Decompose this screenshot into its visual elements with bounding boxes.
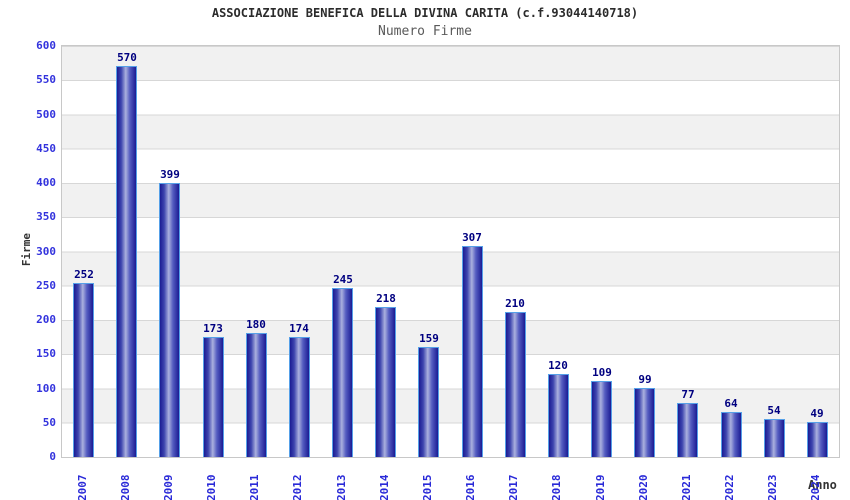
y-tick-label: 150 bbox=[36, 347, 56, 361]
x-tick-label: 2016 bbox=[464, 474, 477, 500]
bar-value-label: 64 bbox=[724, 397, 738, 410]
y-tick-label: 250 bbox=[36, 278, 56, 292]
bar bbox=[116, 66, 137, 457]
bar bbox=[634, 388, 655, 457]
x-tick-label: 2024 bbox=[809, 474, 822, 500]
bar bbox=[159, 183, 180, 457]
x-tick-label: 2013 bbox=[335, 474, 348, 500]
plot-area: 252 570 399 173 180 174 245 218 159 307 210 120 109 9… bbox=[61, 45, 840, 458]
bar-value-label: 307 bbox=[462, 231, 482, 244]
y-tick-label: 500 bbox=[36, 107, 56, 121]
bar-value-label: 173 bbox=[203, 322, 223, 335]
bar bbox=[462, 246, 483, 457]
bar-value-label: 245 bbox=[333, 273, 353, 286]
bar bbox=[807, 422, 828, 457]
x-tick-label: 2021 bbox=[680, 474, 693, 500]
bar bbox=[591, 381, 612, 457]
y-tick-label: 450 bbox=[36, 141, 56, 155]
bar-value-label: 210 bbox=[505, 297, 525, 310]
x-tick-label: 2019 bbox=[594, 474, 607, 500]
y-tick-label: 100 bbox=[36, 381, 56, 395]
bar-value-label: 159 bbox=[419, 332, 439, 345]
bar bbox=[375, 307, 396, 457]
x-axis-title: Anno bbox=[808, 478, 837, 492]
bar bbox=[203, 337, 224, 457]
bar bbox=[73, 283, 94, 457]
bar-value-label: 252 bbox=[74, 268, 94, 281]
x-tick-label: 2015 bbox=[421, 474, 434, 500]
bar bbox=[721, 412, 742, 457]
chart-title: ASSOCIAZIONE BENEFICA DELLA DIVINA CARIT… bbox=[211, 6, 639, 20]
bar bbox=[332, 288, 353, 457]
x-tick-label: 2023 bbox=[766, 474, 779, 500]
bar-value-label: 180 bbox=[246, 318, 266, 331]
chart-subtitle: Numero Firme bbox=[378, 24, 472, 39]
y-tick-label: 600 bbox=[36, 39, 56, 52]
bar-value-label: 54 bbox=[767, 404, 781, 417]
bar-value-label: 120 bbox=[548, 359, 568, 372]
bar-value-label: 218 bbox=[376, 292, 396, 305]
bar bbox=[677, 403, 698, 457]
bar bbox=[246, 333, 267, 457]
bar-value-label: 77 bbox=[681, 388, 695, 401]
x-tick-label: 2009 bbox=[162, 474, 175, 500]
x-tick-label: 2008 bbox=[119, 474, 132, 500]
bar bbox=[418, 347, 439, 457]
x-tick-label: 2022 bbox=[723, 474, 736, 500]
x-tick-label: 2007 bbox=[76, 474, 89, 500]
x-tick-label: 2010 bbox=[205, 474, 218, 500]
x-tick-label: 2014 bbox=[378, 474, 391, 500]
x-tick-label: 2017 bbox=[507, 474, 520, 500]
y-tick-label: 50 bbox=[42, 415, 56, 429]
y-tick-label: 350 bbox=[36, 210, 56, 224]
x-tick-label: 2011 bbox=[248, 474, 261, 500]
y-tick-label: 0 bbox=[49, 450, 56, 463]
y-tick-label: 550 bbox=[36, 73, 56, 87]
y-tick-label: 400 bbox=[36, 176, 56, 189]
bar-value-label: 99 bbox=[638, 373, 652, 386]
bar bbox=[289, 337, 310, 457]
bar-value-label: 399 bbox=[160, 168, 180, 181]
bar bbox=[505, 312, 526, 457]
x-tick-label: 2012 bbox=[291, 474, 304, 500]
bar-value-label: 49 bbox=[810, 407, 824, 420]
bar-value-label: 570 bbox=[117, 51, 137, 64]
bar-value-label: 174 bbox=[289, 322, 309, 335]
bar bbox=[548, 374, 569, 457]
y-tick-label: 200 bbox=[36, 313, 56, 326]
y-tick-label: 300 bbox=[36, 244, 56, 258]
bar bbox=[764, 419, 785, 457]
x-tick-label: 2018 bbox=[550, 474, 563, 500]
bar-value-label: 109 bbox=[592, 366, 612, 379]
x-tick-label: 2020 bbox=[637, 474, 650, 500]
